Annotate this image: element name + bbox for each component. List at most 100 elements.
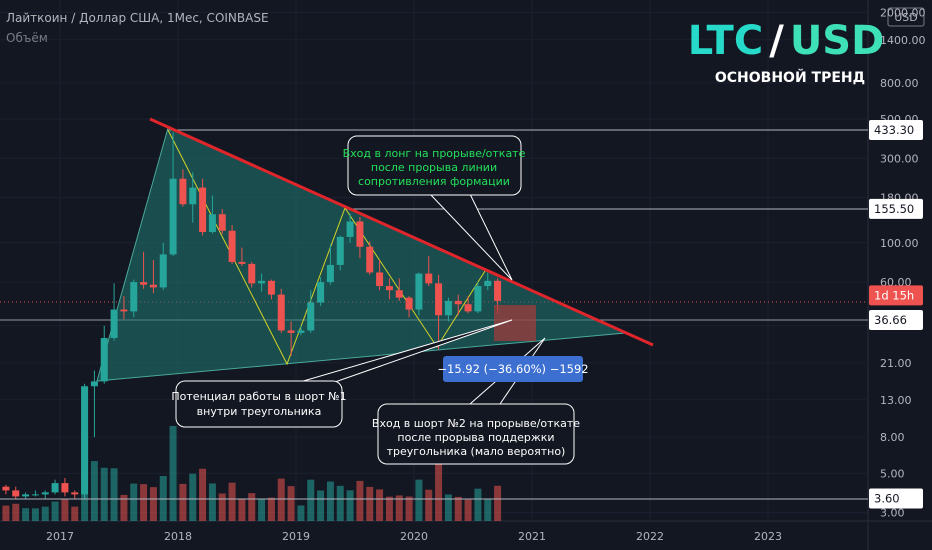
volume-bar: [307, 479, 315, 521]
candle-body: [22, 494, 30, 497]
volume-bar: [474, 488, 482, 521]
volume-bar: [366, 486, 374, 521]
y-tick-label: 100.00: [880, 237, 919, 250]
volume-bar: [31, 508, 39, 521]
candle-body: [405, 297, 413, 310]
volume-bar: [287, 486, 295, 521]
volume-bar: [189, 473, 197, 521]
chart-title: Лайткоин / Доллар США, 1Мес, COINBASE: [6, 11, 269, 25]
candle-body: [356, 221, 364, 247]
volume-bar: [336, 485, 344, 521]
volume-bar: [22, 508, 30, 521]
volume-bar: [425, 489, 433, 521]
candle-body: [159, 254, 167, 288]
candle-body: [464, 304, 472, 312]
candle-body: [2, 486, 10, 491]
candle-body: [120, 309, 128, 312]
x-tick-label: 2017: [46, 530, 74, 543]
long-entry-line-1: Вход в лонг на прорыве/откате: [343, 147, 526, 160]
volume-bar: [2, 505, 10, 521]
x-tick-label: 2021: [518, 530, 546, 543]
candle-body: [130, 282, 138, 312]
candle-body: [326, 264, 334, 283]
candle-body: [31, 494, 39, 496]
volume-bar: [317, 490, 325, 521]
candle-body: [228, 230, 236, 262]
short1-line-1: Потенциал работы в шорт №1: [171, 390, 346, 403]
volume-bar: [484, 499, 492, 521]
pair-right: USD: [790, 18, 885, 64]
y-tick-label: 21.00: [880, 357, 912, 370]
volume-label: Объём: [6, 31, 48, 45]
candle-body: [454, 300, 462, 305]
volume-bar: [130, 483, 138, 521]
volume-bar: [120, 494, 128, 521]
long-entry-callout: [347, 135, 522, 196]
candle-body: [199, 187, 207, 233]
currency-badge[interactable]: [887, 7, 925, 27]
volume-bar: [385, 496, 393, 521]
candle-body: [149, 284, 157, 288]
long-entry-line-2: после прорыва линии: [371, 161, 497, 174]
price-label-text: 155.50: [874, 202, 914, 216]
volume-bar: [228, 482, 236, 521]
price-label-bg: [869, 488, 923, 509]
volume-bar: [199, 468, 207, 521]
short1-line-2: внутри треугольника: [197, 405, 322, 418]
price-label: 155.50: [869, 198, 923, 219]
volume-bar: [12, 503, 20, 521]
candle-body: [189, 187, 197, 205]
volume-bar: [208, 483, 216, 521]
resistance-trendline: [149, 117, 654, 347]
volume-bar: [267, 497, 275, 521]
price-label-text: 36.66: [874, 313, 907, 327]
volume-bar: [140, 484, 148, 521]
candle-body: [287, 330, 295, 333]
volume-bar: [346, 490, 354, 521]
price-label-text: 1d 15h: [874, 288, 914, 302]
volume-bar: [218, 493, 226, 521]
price-label: 1d 15h: [869, 285, 923, 306]
volume-bar: [464, 499, 472, 521]
price-axis-background[interactable]: [868, 0, 932, 550]
candle-body: [425, 273, 433, 284]
volume-bar: [238, 498, 246, 521]
volume-bar: [149, 487, 157, 521]
candle-body: [110, 309, 118, 339]
candle-body: [41, 492, 49, 495]
candle-body: [277, 294, 285, 331]
short2-line-3: треугольника (мало вероятно): [387, 445, 566, 458]
currency-badge-text: USD: [894, 11, 918, 24]
volume-bar: [110, 468, 118, 521]
brand-subtitle: ОСНОВНОЙ ТРЕНД: [715, 69, 865, 86]
price-label-text: 433.30: [874, 123, 914, 137]
pair-separator: /: [769, 18, 784, 64]
volume-bar: [494, 485, 502, 521]
short2-line-1: Вход в шорт №2 на прорыве/откате: [372, 417, 580, 430]
candle-body: [474, 286, 482, 312]
candle-body: [385, 286, 393, 291]
candle-body: [336, 236, 344, 265]
volume-bar: [61, 498, 69, 521]
candle-body: [297, 330, 305, 333]
price-label-bg: [869, 310, 923, 330]
volume-bar: [258, 498, 266, 521]
short2-line-2: после прорыва поддержки: [397, 431, 554, 444]
y-tick-label: 5.00: [880, 467, 905, 480]
price-label: 36.66: [869, 310, 923, 330]
candle-body: [346, 221, 354, 237]
volume-layer: [2, 426, 502, 521]
volume-bar: [71, 506, 79, 521]
price-label-bg: [869, 198, 923, 219]
candle-body: [218, 214, 226, 231]
volume-bar: [90, 461, 98, 521]
candle-body: [484, 280, 492, 287]
volume-bar: [100, 467, 108, 521]
volume-bar: [415, 479, 423, 521]
volume-bar: [395, 495, 403, 521]
pair-left: LTC: [688, 18, 764, 64]
volume-bar: [444, 494, 452, 521]
candle-body: [307, 302, 315, 331]
